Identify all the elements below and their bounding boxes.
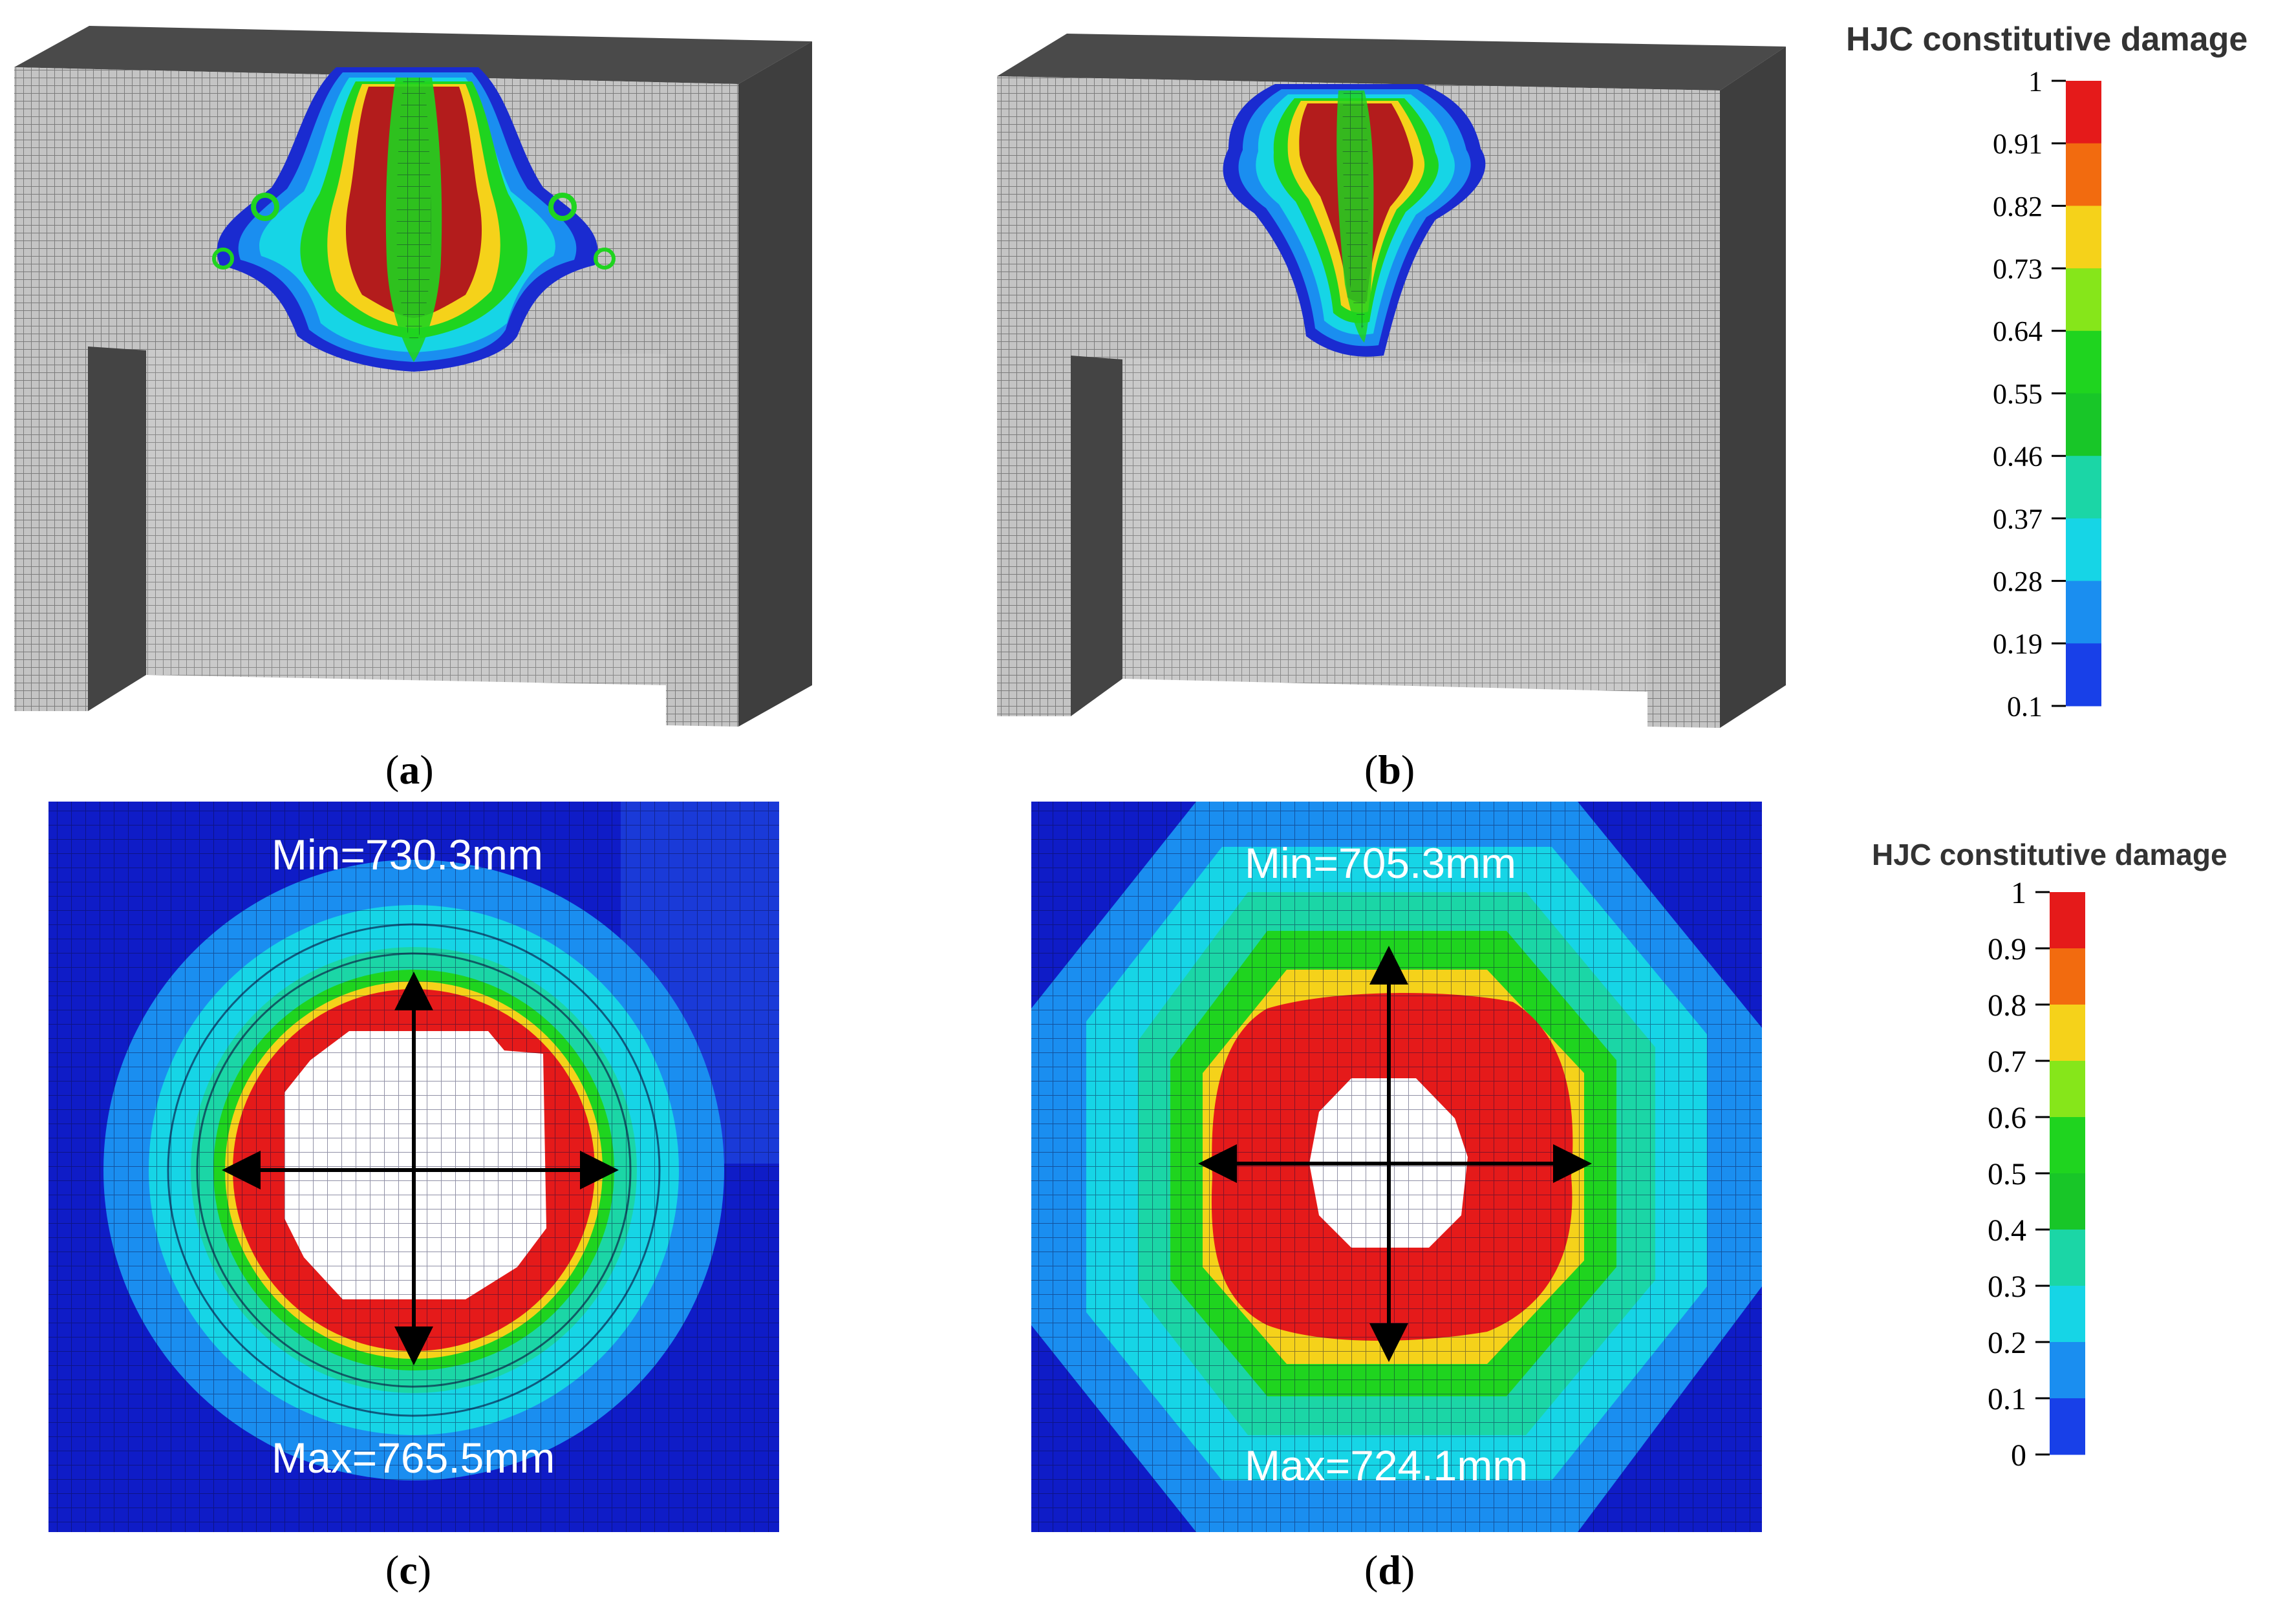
- panel-d-max-label: Max=724.1mm: [1245, 1442, 1528, 1489]
- panel-a-right-face: [738, 41, 812, 727]
- legend_top-color-segment: [2066, 143, 2101, 206]
- legend_bottom-color-segment: [2050, 1230, 2085, 1286]
- panel-c-min-label: Min=730.3mm: [272, 831, 543, 879]
- panel-a-damage-plume: [212, 67, 616, 372]
- legend_top-color-segment: [2066, 268, 2101, 332]
- legend_bottom-tick-label: 0.8: [1988, 988, 2026, 1023]
- legend_bottom-tick-label: 0.4: [1988, 1213, 2026, 1248]
- legend-bottom-title: HJC constitutive damage: [1872, 838, 2227, 871]
- panel-b-left-pillar: [1071, 356, 1122, 716]
- legend_bottom-color-segment: [2050, 1173, 2085, 1230]
- legend-bottom-colorbar: [2050, 892, 2085, 1455]
- legend_top-tick-label: 0.37: [1993, 503, 2043, 535]
- legend_bottom-tick-label: 0.9: [1988, 932, 2026, 966]
- legend_bottom-color-segment: [2050, 1061, 2085, 1118]
- legend-top-colorbar: [2066, 81, 2101, 707]
- legend_top-color-segment: [2066, 581, 2101, 644]
- legend_top-color-segment: [2066, 393, 2101, 456]
- panel-d-section: Min=705.3mm Max=724.1mm: [1031, 802, 1762, 1532]
- legend_top-tick-label: 1: [2028, 65, 2043, 97]
- legend_top-tick-label: 0.82: [1993, 191, 2043, 222]
- legend_top-color-segment: [2066, 330, 2101, 394]
- panel-c-label: (c): [385, 1547, 431, 1593]
- legend_top-color-segment: [2066, 643, 2101, 707]
- legend_bottom-tick-label: 0.7: [1988, 1045, 2026, 1079]
- panel-a-model: [14, 26, 812, 727]
- legend_bottom-tick-label: 0.5: [1988, 1157, 2026, 1191]
- legend_bottom-tick-label: 1: [2011, 876, 2026, 910]
- legend_bottom-tick-label: 0.3: [1988, 1270, 2026, 1304]
- legend-top: HJC constitutive damage 1 0.91 0.82 0.73 0.6…: [1846, 21, 2248, 722]
- legend_bottom-tick-label: 0: [2011, 1438, 2026, 1473]
- panel-a-label: (a): [385, 747, 434, 793]
- panel-c-section: Min=730.3mm Max=765.5mm: [48, 802, 779, 1532]
- legend_top-color-segment: [2066, 206, 2101, 269]
- legend_bottom-tick-label: 0.1: [1988, 1382, 2026, 1416]
- panel-d-min-label: Min=705.3mm: [1245, 839, 1516, 887]
- legend-top-ticks: 1 0.91 0.82 0.73 0.64 0.55 0.46 0.37 0.28 0.19 0.1: [1993, 65, 2066, 722]
- legend_bottom-tick-label: 0.2: [1988, 1326, 2026, 1360]
- panel-b-damage-plume: [1223, 84, 1486, 357]
- legend_top-tick-label: 0.64: [1993, 315, 2043, 347]
- legend_top-tick-label: 0.46: [1993, 441, 2043, 473]
- legend_top-tick-label: 0.1: [2007, 690, 2043, 722]
- legend_bottom-color-segment: [2050, 1342, 2085, 1399]
- legend_bottom-color-segment: [2050, 892, 2085, 949]
- panel-b-recess: [1122, 359, 1647, 692]
- legend_bottom-color-segment: [2050, 1286, 2085, 1343]
- legend_bottom-color-segment: [2050, 948, 2085, 1005]
- panel-b-right-face: [1720, 47, 1786, 728]
- legend_top-color-segment: [2066, 456, 2101, 519]
- legend-bottom-ticks: 1 0.9 0.8 0.7 0.6 0.5 0.4 0.3 0.2 0.1 0: [1988, 876, 2050, 1473]
- legend_bottom-tick-label: 0.6: [1988, 1101, 2026, 1135]
- panel-b-front-face: [997, 76, 1720, 728]
- legend_top-tick-label: 0.73: [1993, 253, 2043, 285]
- panel-a-top-face: [14, 26, 812, 84]
- legend_top-color-segment: [2066, 518, 2101, 582]
- legend_bottom-color-segment: [2050, 1005, 2085, 1061]
- legend_top-tick-label: 0.91: [1993, 128, 2043, 160]
- panel-a-left-pillar: [88, 346, 146, 711]
- legend_bottom-color-segment: [2050, 1398, 2085, 1455]
- panel-b-top-face: [997, 34, 1786, 91]
- panel-b-model: [997, 34, 1786, 728]
- legend_bottom-color-segment: [2050, 1117, 2085, 1174]
- legend_top-tick-label: 0.19: [1993, 628, 2043, 660]
- legend-top-title: HJC constitutive damage: [1846, 21, 2248, 58]
- panel-b-label: (b): [1364, 747, 1415, 793]
- legend_top-tick-label: 0.28: [1993, 566, 2043, 597]
- panel-c-max-label: Max=765.5mm: [272, 1434, 555, 1482]
- panel-a-recess: [146, 350, 666, 685]
- legend_top-tick-label: 0.55: [1993, 378, 2043, 410]
- panel-d-label: (d): [1364, 1547, 1415, 1593]
- legend-bottom: HJC constitutive damage 1 0.9 0.8 0.7 0.6 0.5…: [1872, 838, 2227, 1473]
- legend_top-color-segment: [2066, 81, 2101, 144]
